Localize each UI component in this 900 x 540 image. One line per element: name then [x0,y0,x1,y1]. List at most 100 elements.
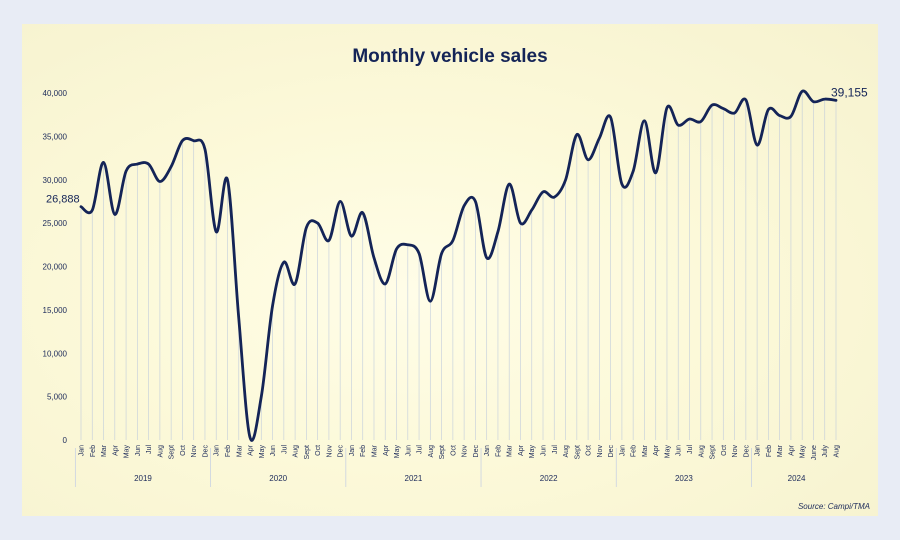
data-point [271,304,273,306]
x-tick-label: Dec [203,445,210,458]
data-point [395,248,397,250]
x-tick-label: Jan [619,445,626,456]
x-tick-label: Oct [180,445,187,456]
x-tick-label: Nov [462,444,469,457]
data-point [587,159,589,161]
data-point [474,200,476,202]
data-point [339,200,341,202]
x-tick-label: Aug [563,445,570,458]
x-tick-label: Dec [338,445,345,458]
data-point [407,244,409,246]
x-tick-label: Apr [112,444,119,456]
x-tick-label: Jan [214,445,221,456]
data-point [305,226,307,228]
x-tick-label: Feb [495,445,502,457]
data-point [666,107,668,109]
data-point [497,231,499,233]
data-point [373,257,375,259]
data-point [778,114,780,116]
data-point [102,161,104,163]
x-tick-label: Feb [360,445,367,457]
x-tick-label: May [800,445,807,459]
data-point [621,183,623,185]
x-tick-label: Apr [383,444,390,456]
x-tick-label: Mar [372,444,379,457]
series-line [79,89,838,442]
data-point [688,118,690,120]
data-point [756,144,758,146]
y-tick-label: 15,000 [43,306,68,315]
data-point [655,172,657,174]
data-point [429,300,431,302]
y-tick-label: 35,000 [43,132,68,141]
data-point [519,222,521,224]
data-point [80,206,82,208]
data-point [226,179,228,181]
x-tick-label: Jan [349,445,356,456]
x-tick-label: Nov [326,444,333,457]
data-point [564,179,566,181]
x-tick-label: Jun [270,445,277,456]
x-tick-label: Dec [473,445,480,458]
data-point [711,104,713,106]
year-label: 2023 [675,474,693,483]
x-tick-label: Mar [507,444,514,457]
x-tick-label: Aug [698,445,705,458]
x-tick-label: Jan [755,445,762,456]
data-point [384,283,386,285]
data-point [418,252,420,254]
x-tick-label: Apr [518,444,525,456]
data-point [700,120,702,122]
x-tick-label: Sept [574,445,581,459]
data-point [249,436,251,438]
data-point [362,212,364,214]
data-point [294,283,296,285]
data-point [598,137,600,139]
x-tick-label: Mar [101,444,108,457]
x-tick-label: Jul [552,445,559,454]
x-tick-label: Mar [236,444,243,457]
x-tick-label: Aug [834,445,841,458]
data-point [463,205,465,207]
data-point [215,231,217,233]
data-point [812,100,814,102]
x-tick-label: Apr [248,444,255,456]
x-tick-label: Jul [281,445,288,454]
y-tick-label: 0 [63,436,68,445]
data-point [192,140,194,142]
x-tick-label: May [259,445,266,459]
data-point [632,170,634,172]
x-tick-label: Feb [225,445,232,457]
x-tick-label: Nov [191,445,198,458]
year-label: 2019 [134,474,152,483]
x-tick-label: Mar [642,444,649,457]
data-point [170,166,172,168]
data-point [159,180,161,182]
data-point [824,98,826,100]
data-point [136,163,138,165]
x-tick-label: Oct [721,445,728,456]
x-tick-label: Jun [541,445,548,456]
x-tick-label: Jan [79,445,86,456]
data-point [485,257,487,259]
x-tick-label: Jul [146,445,153,454]
x-tick-label: Jun [405,445,412,456]
y-tick-label: 10,000 [43,349,68,358]
x-tick-label: Sept [169,445,176,459]
data-point [181,140,183,142]
start-value-label: 26,888 [46,194,80,206]
x-tick-label: July [822,444,829,457]
x-tick-label: Aug [428,445,435,458]
x-tick-label: Aug [293,445,300,458]
data-point [114,213,116,215]
data-point [238,317,240,319]
chart-title: Monthly vehicle sales [352,46,548,67]
data-point [609,116,611,118]
x-tick-label: Feb [90,445,97,457]
year-label: 2021 [405,474,423,483]
data-point [576,133,578,135]
y-tick-label: 40,000 [43,89,68,98]
data-point [542,191,544,193]
x-tick-label: Jul [687,445,694,454]
x-tick-label: Nov [732,445,739,458]
